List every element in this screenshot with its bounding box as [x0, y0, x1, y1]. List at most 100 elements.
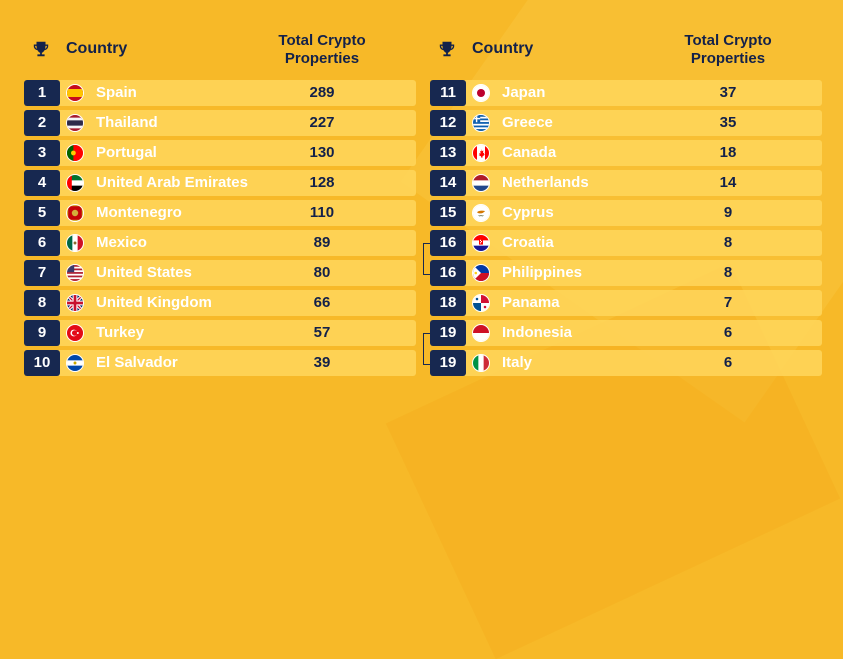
- uae-flag-icon: [66, 174, 84, 192]
- country-name: United Kingdom: [96, 294, 212, 311]
- property-count: 80: [313, 264, 331, 281]
- country-name: Japan: [502, 84, 546, 101]
- rank-badge: 18: [430, 290, 466, 316]
- table-body: 11 Japan 37 12 Greece 35 13 Canada 18 14 Netherlan…: [423, 80, 822, 376]
- table-header: Country Total Crypto Properties: [430, 0, 822, 80]
- table-row: 1 Spain 289: [24, 80, 416, 106]
- property-count: 18: [719, 144, 737, 161]
- usa-flag-icon: [66, 264, 84, 282]
- trophy-icon: [33, 41, 49, 57]
- property-count: 6: [723, 324, 733, 341]
- rank-badge: 2: [24, 110, 60, 136]
- country-name: United Arab Emirates: [96, 174, 248, 191]
- croatia-flag-icon: [472, 234, 490, 252]
- thailand-flag-icon: [66, 114, 84, 132]
- property-count: 89: [313, 234, 331, 251]
- country-column-header: Country: [472, 40, 534, 57]
- table-row: 18 Panama 7: [430, 290, 822, 316]
- rank-badge: 19: [430, 350, 466, 376]
- indonesia-flag-icon: [472, 324, 490, 342]
- property-count: 66: [313, 294, 331, 311]
- rank-badge: 7: [24, 260, 60, 286]
- property-count: 128: [309, 174, 335, 191]
- table-row: 14 Netherlands 14: [430, 170, 822, 196]
- rank-badge: 12: [430, 110, 466, 136]
- rank-badge: 6: [24, 230, 60, 256]
- rank-badge: 13: [430, 140, 466, 166]
- table-row: 16 Philippines 8: [430, 260, 822, 286]
- cyprus-flag-icon: [472, 204, 490, 222]
- country-name: Canada: [502, 144, 557, 161]
- total-column-header: Total Crypto Properties: [666, 32, 790, 68]
- property-count: 14: [719, 174, 737, 191]
- country-name: Croatia: [502, 234, 554, 251]
- rank-badge: 9: [24, 320, 60, 346]
- country-name: Netherlands: [502, 174, 589, 191]
- netherlands-flag-icon: [472, 174, 490, 192]
- country-name: Cyprus: [502, 204, 554, 221]
- spain-flag-icon: [66, 84, 84, 102]
- rank-badge: 16: [430, 260, 466, 286]
- rank-badge: 3: [24, 140, 60, 166]
- rank-badge: 10: [24, 350, 60, 376]
- table-row: 5 Montenegro 110: [24, 200, 416, 226]
- total-column-header-line1: Total Crypto: [684, 32, 772, 49]
- country-name: Portugal: [96, 144, 157, 161]
- rank-badge: 15: [430, 200, 466, 226]
- rank-badge: 5: [24, 200, 60, 226]
- greece-flag-icon: [472, 114, 490, 132]
- country-name: Turkey: [96, 324, 145, 341]
- rank-badge: 8: [24, 290, 60, 316]
- property-count: 37: [719, 84, 737, 101]
- rank-badge: 1: [24, 80, 60, 106]
- table-row: 19 Indonesia 6: [430, 320, 822, 346]
- table-row: 15 Cyprus 9: [430, 200, 822, 226]
- table-row: 3 Portugal 130: [24, 140, 416, 166]
- tie-bracket: [423, 243, 430, 275]
- rank-badge: 4: [24, 170, 60, 196]
- canada-flag-icon: [472, 144, 490, 162]
- country-name: El Salvador: [96, 354, 178, 371]
- panama-flag-icon: [472, 294, 490, 312]
- country-name: Montenegro: [96, 204, 182, 221]
- table-row: 16 Croatia 8: [430, 230, 822, 256]
- property-count: 8: [723, 264, 733, 281]
- rank-badge: 14: [430, 170, 466, 196]
- ranking-table-left: Country Total Crypto Properties 1 Spain 28…: [24, 0, 416, 380]
- table-row: 6 Mexico 89: [24, 230, 416, 256]
- total-column-header-line2: Properties: [690, 50, 766, 67]
- property-count: 35: [719, 114, 737, 131]
- japan-flag-icon: [472, 84, 490, 102]
- table-row: 10 El Salvador 39: [24, 350, 416, 376]
- rank-badge: 19: [430, 320, 466, 346]
- table-row: 9 Turkey 57: [24, 320, 416, 346]
- rank-badge: 11: [430, 80, 466, 106]
- table-row: 13 Canada 18: [430, 140, 822, 166]
- property-count: 130: [309, 144, 335, 161]
- country-name: United States: [96, 264, 192, 281]
- property-count: 227: [309, 114, 335, 131]
- mexico-flag-icon: [66, 234, 84, 252]
- country-name: Italy: [502, 354, 533, 371]
- table-row: 4 United Arab Emirates 128: [24, 170, 416, 196]
- table-body: 1 Spain 289 2 Thailand 227 3 Portugal 130 4 United…: [24, 80, 416, 376]
- turkey-flag-icon: [66, 324, 84, 342]
- property-count: 110: [309, 204, 335, 221]
- country-name: Thailand: [96, 114, 158, 131]
- table-row: 2 Thailand 227: [24, 110, 416, 136]
- property-count: 6: [723, 354, 733, 371]
- country-name: Indonesia: [502, 324, 573, 341]
- rank-badge: 16: [430, 230, 466, 256]
- country-name: Spain: [96, 84, 137, 101]
- country-name: Panama: [502, 294, 560, 311]
- total-column-header-line2: Properties: [284, 50, 360, 67]
- country-column-header: Country: [66, 40, 128, 57]
- table-row: 11 Japan 37: [430, 80, 822, 106]
- tie-bracket: [423, 333, 430, 365]
- uk-flag-icon: [66, 294, 84, 312]
- property-count: 289: [309, 84, 335, 101]
- property-count: 8: [723, 234, 733, 251]
- italy-flag-icon: [472, 354, 490, 372]
- table-row: 19 Italy 6: [430, 350, 822, 376]
- total-column-header-line1: Total Crypto: [278, 32, 366, 49]
